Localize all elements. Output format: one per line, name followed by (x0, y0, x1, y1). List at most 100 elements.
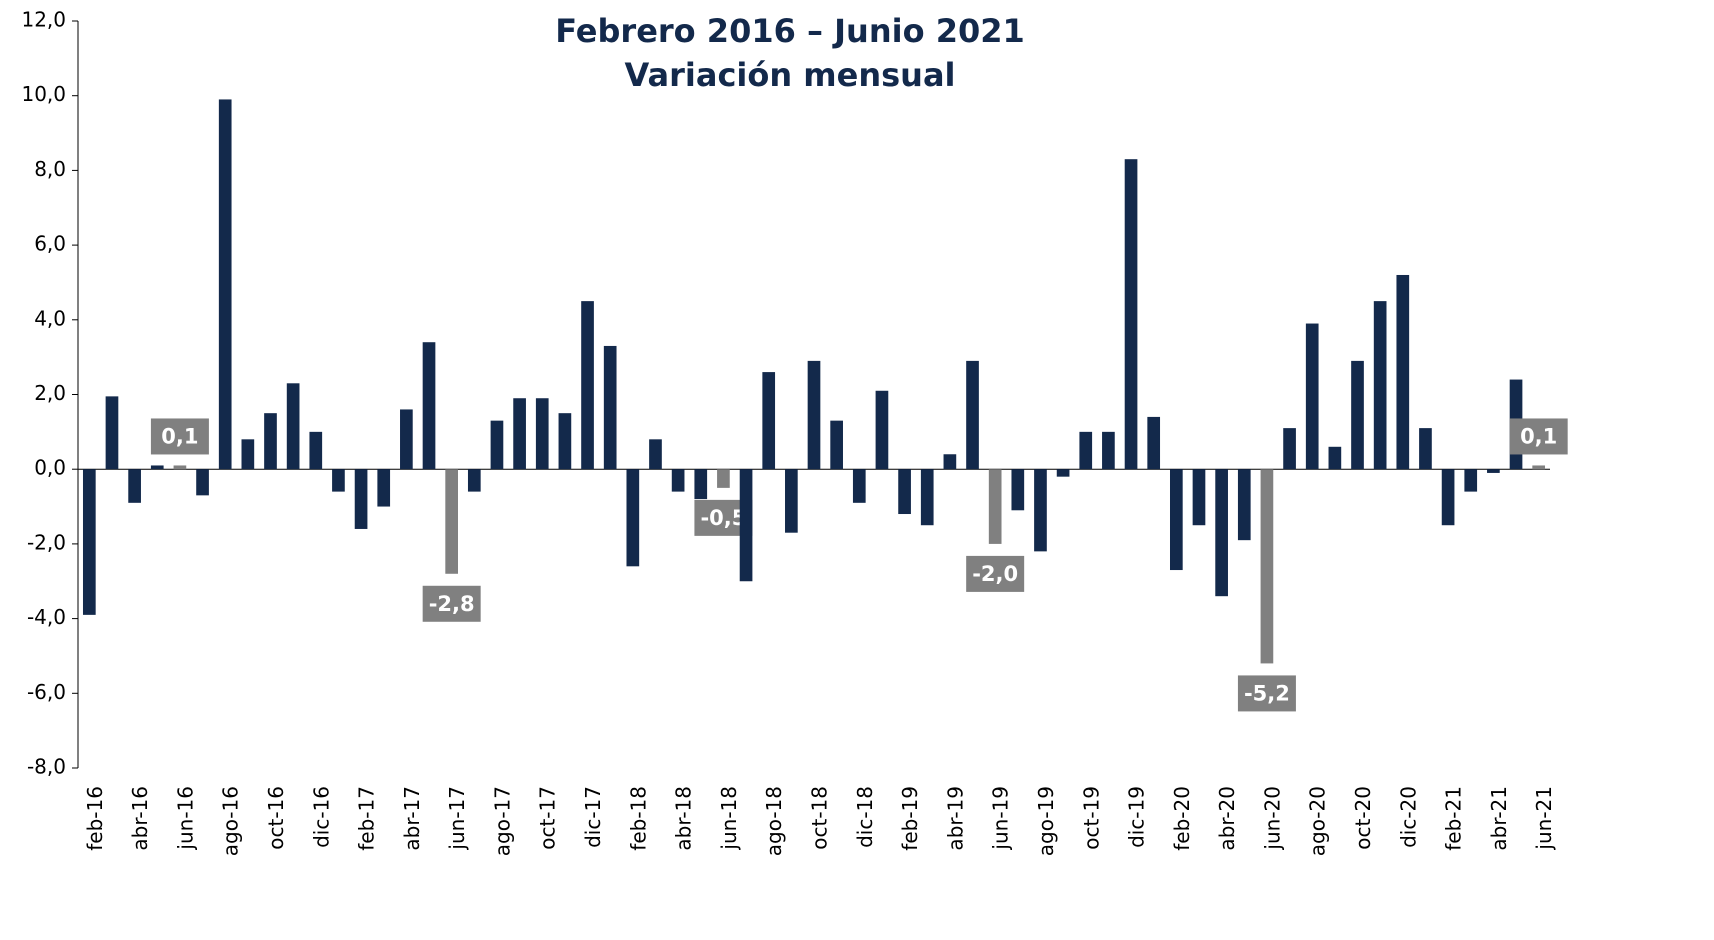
x-tick-label: abr-21 (1487, 786, 1511, 851)
bar (920, 469, 934, 526)
y-tick-label: 6,0 (34, 232, 66, 256)
bar (241, 439, 255, 470)
x-tick-label: jun-16 (173, 786, 197, 851)
y-tick-label: -2,0 (27, 530, 66, 554)
bar (264, 413, 277, 470)
x-tick-label: ago-20 (1306, 786, 1330, 856)
x-tick-label: dic-16 (309, 786, 333, 848)
bar (603, 345, 617, 470)
bar (1237, 469, 1251, 541)
x-tick-label: oct-18 (808, 786, 832, 850)
x-tick-label: jun-17 (445, 786, 469, 851)
bar (400, 409, 413, 470)
bar (830, 420, 843, 470)
x-tick-label: dic-19 (1125, 786, 1149, 848)
bar (1102, 431, 1115, 470)
bar (1396, 274, 1410, 470)
data-label: -5,2 (1244, 681, 1290, 705)
y-tick-label: -4,0 (27, 605, 66, 629)
x-tick-label: abr-16 (128, 786, 152, 851)
bar (377, 469, 391, 507)
x-tick-label: abr-17 (400, 786, 424, 851)
bar (875, 390, 889, 470)
bar (1373, 301, 1387, 470)
bar (1260, 469, 1274, 664)
x-tick-label: ago-16 (219, 786, 243, 856)
chart-title: Febrero 2016 – Junio 2021 (555, 12, 1025, 50)
bar (467, 469, 481, 492)
x-tick-label: ago-19 (1034, 786, 1058, 856)
bar (1215, 469, 1228, 597)
bar (785, 469, 798, 533)
bar (739, 469, 753, 582)
bar (852, 469, 866, 503)
data-label-box (966, 555, 1025, 592)
bar (1169, 469, 1183, 571)
x-tick-label: dic-20 (1396, 786, 1420, 848)
y-tick-label: 12,0 (21, 8, 66, 32)
bar (807, 360, 821, 470)
x-tick-label: jun-21 (1532, 786, 1556, 851)
x-tick-label: ago-18 (762, 786, 786, 856)
x-tick-label: jun-19 (989, 786, 1013, 851)
data-label: 0,1 (161, 424, 198, 448)
x-tick-label: jun-18 (717, 786, 741, 851)
bar (581, 301, 594, 470)
bar (649, 439, 662, 470)
bar (218, 99, 232, 470)
bar (1441, 469, 1455, 526)
bar (1011, 469, 1025, 511)
bar (1487, 469, 1500, 473)
x-tick-label: dic-17 (581, 786, 605, 848)
x-tick-label: abr-18 (672, 786, 696, 851)
y-tick-label: -8,0 (27, 755, 66, 779)
bar (128, 469, 141, 503)
y-tick-label: -6,0 (27, 680, 66, 704)
bar (1079, 431, 1093, 470)
x-tick-label: oct-20 (1351, 786, 1375, 850)
bar (1192, 469, 1206, 526)
bar (1532, 465, 1546, 470)
bar (1464, 469, 1478, 492)
x-tick-label: oct-19 (1079, 786, 1103, 850)
x-tick-label: feb-20 (1170, 786, 1194, 851)
bar (173, 465, 187, 470)
data-label-box (422, 585, 481, 622)
bar (671, 469, 685, 492)
bar (1056, 469, 1070, 477)
bar (717, 469, 730, 488)
y-tick-label: 0,0 (34, 456, 66, 480)
bar (445, 469, 459, 574)
bar (1419, 428, 1432, 470)
bar (105, 396, 119, 470)
bar (513, 398, 526, 470)
x-tick-label: feb-17 (355, 786, 379, 851)
x-tick-label: oct-17 (536, 786, 560, 850)
y-tick-label: 4,0 (34, 306, 66, 330)
data-label-box (1237, 675, 1296, 712)
x-tick-label: feb-21 (1442, 786, 1466, 851)
x-tick-label: abr-19 (943, 786, 967, 851)
x-tick-label: feb-19 (898, 786, 922, 851)
bar (966, 360, 979, 470)
bar (309, 431, 323, 470)
bar (988, 469, 1002, 544)
y-tick-label: 8,0 (34, 157, 66, 181)
x-tick-label: abr-20 (1215, 786, 1239, 851)
bar (1124, 159, 1138, 470)
bar (762, 372, 776, 470)
bar (1305, 323, 1319, 470)
x-tick-label: feb-16 (83, 786, 107, 851)
chart-subtitle: Variación mensual (624, 56, 955, 94)
bar (626, 469, 640, 567)
x-tick-label: jun-20 (1260, 786, 1284, 851)
data-label: -0,5 (700, 506, 746, 530)
data-label: -2,8 (429, 592, 475, 616)
y-tick-label: 10,0 (21, 82, 66, 106)
bar (332, 469, 345, 492)
bar (1283, 428, 1296, 470)
bar (1328, 446, 1342, 470)
bar (558, 413, 572, 470)
x-tick-label: dic-18 (853, 786, 877, 848)
